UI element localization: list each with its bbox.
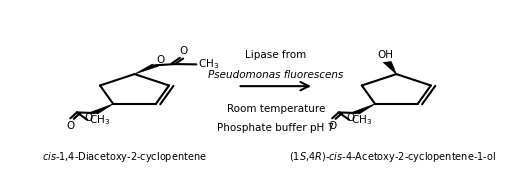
Text: O: O [346,113,355,123]
Text: O: O [66,121,74,131]
Text: O: O [328,121,336,131]
Text: CH$_3$: CH$_3$ [89,113,110,127]
Polygon shape [135,64,159,74]
Polygon shape [353,104,375,114]
Text: Lipase from: Lipase from [245,50,306,60]
Polygon shape [91,104,113,114]
Text: CH$_3$: CH$_3$ [198,57,219,71]
Text: Pseudomonas fluorescens: Pseudomonas fluorescens [208,70,344,80]
Polygon shape [383,62,396,74]
Text: (1$\it{S}$,4$\it{R}$)-$\it{cis}$-4-Acetoxy-2-cyclopentene-1-ol: (1$\it{S}$,4$\it{R}$)-$\it{cis}$-4-Aceto… [289,150,496,164]
Text: $\it{cis}$-1,4-Diacetoxy-2-cyclopentene: $\it{cis}$-1,4-Diacetoxy-2-cyclopentene [42,150,206,164]
Text: Room temperature: Room temperature [227,104,325,114]
Text: Phosphate buffer pH 7: Phosphate buffer pH 7 [217,123,334,133]
Text: OH: OH [377,50,393,60]
Text: O: O [156,55,164,65]
Text: O: O [179,46,187,56]
Text: CH$_3$: CH$_3$ [351,113,372,127]
Text: O: O [85,113,93,123]
